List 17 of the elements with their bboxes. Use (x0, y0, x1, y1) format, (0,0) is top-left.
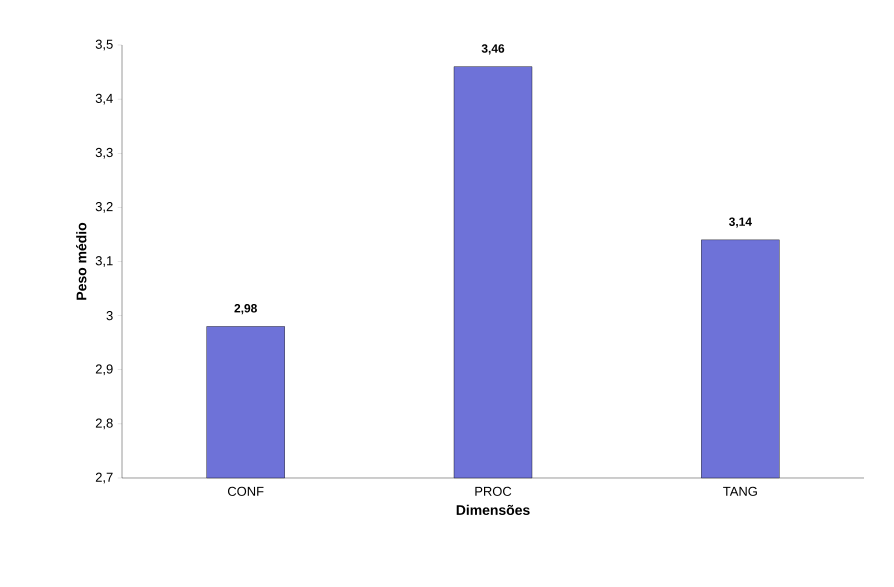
data-label: 3,14 (728, 217, 752, 228)
y-tick-label: 3,1 (96, 256, 113, 267)
y-tick-label: 3,3 (96, 148, 113, 159)
y-tick-label: 3 (106, 311, 113, 320)
x-tick-label: PROC (475, 486, 512, 496)
y-tick-label: 2,7 (96, 472, 113, 484)
data-label: 2,98 (234, 304, 257, 314)
y-tick-label: 3,2 (96, 202, 113, 213)
x-axis-title: Dimensões (456, 504, 530, 516)
y-axis-title: Peso médio (76, 222, 86, 300)
x-tick-label: CONF (228, 486, 264, 496)
y-tick-label: 2,9 (96, 364, 113, 376)
data-label: 3,46 (482, 44, 504, 54)
x-tick-label: TANG (723, 486, 757, 496)
y-tick-label: 3,4 (96, 94, 113, 104)
y-tick-label: 3,5 (96, 40, 113, 50)
y-tick-label: 2,8 (96, 418, 113, 430)
